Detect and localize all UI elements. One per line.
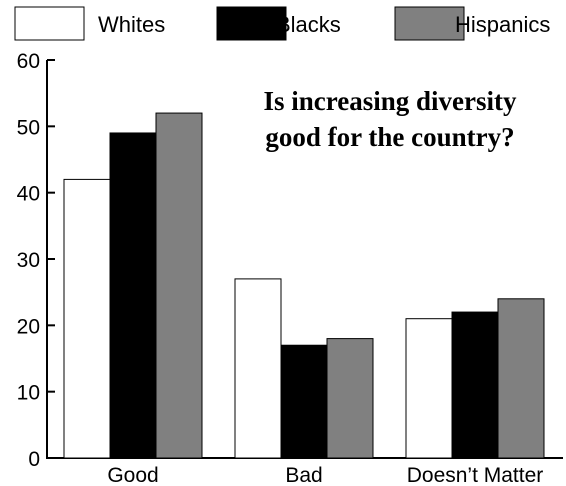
bar-blacks-2 (280, 344, 328, 459)
legend-label-whites: Whites (98, 12, 165, 37)
bar-blacks-3 (451, 311, 499, 459)
y-tick-label: 10 (17, 382, 40, 405)
x-tick-label: Bad (285, 464, 322, 486)
chart-title-line-2: good for the country? (265, 122, 514, 152)
bar-hispanics-3 (497, 298, 545, 459)
legend-swatch-whites (14, 6, 85, 41)
bar-hispanics-2 (326, 338, 374, 459)
bar-hispanics-1 (155, 112, 203, 459)
legend-label-blacks: Blacks (276, 12, 341, 37)
chart-title-line-1: Is increasing diversity (263, 86, 517, 116)
y-tick-label: 30 (17, 249, 40, 272)
y-tick-label: 20 (17, 315, 40, 338)
legend: Whites Blacks Hispanics (14, 6, 550, 41)
legend-swatch-blacks (216, 6, 287, 41)
bar-whites-1 (63, 178, 111, 459)
legend-swatch-hispanics (394, 6, 465, 41)
bar-blacks-1 (109, 132, 157, 459)
y-tick-label: 60 (17, 50, 40, 73)
legend-label-hispanics: Hispanics (455, 12, 550, 37)
bar-whites-2 (234, 278, 282, 459)
y-tick-label: 40 (17, 183, 40, 206)
y-tick-label: 0 (28, 448, 40, 471)
bar-series (63, 112, 545, 459)
y-tick-label: 50 (17, 116, 40, 139)
bar-whites-3 (405, 318, 453, 459)
x-tick-label: Good (107, 464, 158, 486)
x-tick-label: Doesn’t Matter (407, 464, 544, 486)
